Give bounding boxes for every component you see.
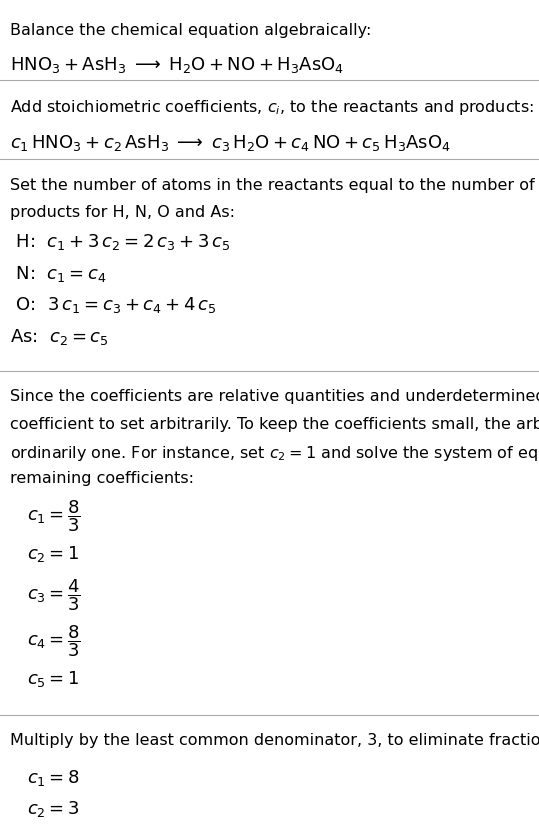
Text: $\mathrm{HNO_3 + AsH_3 \;\longrightarrow\; H_2O + NO + H_3AsO_4}$: $\mathrm{HNO_3 + AsH_3 \;\longrightarrow… [10,55,344,75]
Text: ordinarily one. For instance, set $c_2 = 1$ and solve the system of equations fo: ordinarily one. For instance, set $c_2 =… [10,444,539,463]
Text: $c_1 = \dfrac{8}{3}$: $c_1 = \dfrac{8}{3}$ [27,499,81,535]
Text: $c_2 = 3$: $c_2 = 3$ [27,799,79,819]
Text: $c_2 = 1$: $c_2 = 1$ [27,544,79,564]
Text: $c_5 = 1$: $c_5 = 1$ [27,669,79,689]
Text: $c_1\,\mathrm{HNO_3} + c_2\,\mathrm{AsH_3} \;\longrightarrow\; c_3\,\mathrm{H_2O: $c_1\,\mathrm{HNO_3} + c_2\,\mathrm{AsH_… [10,133,451,153]
Text: Since the coefficients are relative quantities and underdetermined, choose a: Since the coefficients are relative quan… [10,389,539,404]
Text: Multiply by the least common denominator, 3, to eliminate fractional coefficient: Multiply by the least common denominator… [10,733,539,748]
Text: Add stoichiometric coefficients, $c_i$, to the reactants and products:: Add stoichiometric coefficients, $c_i$, … [10,98,534,117]
Text: $c_1 = 8$: $c_1 = 8$ [27,768,80,788]
Text: $c_3 = \dfrac{4}{3}$: $c_3 = \dfrac{4}{3}$ [27,578,81,613]
Text: H:  $c_1 + 3\,c_2 = 2\,c_3 + 3\,c_5$: H: $c_1 + 3\,c_2 = 2\,c_3 + 3\,c_5$ [10,232,230,252]
Text: products for H, N, O and As:: products for H, N, O and As: [10,205,234,220]
Text: $c_4 = \dfrac{8}{3}$: $c_4 = \dfrac{8}{3}$ [27,623,81,659]
Text: Balance the chemical equation algebraically:: Balance the chemical equation algebraica… [10,23,371,38]
Text: Set the number of atoms in the reactants equal to the number of atoms in the: Set the number of atoms in the reactants… [10,178,539,193]
Text: As:  $c_2 = c_5$: As: $c_2 = c_5$ [10,327,108,347]
Text: N:  $c_1 = c_4$: N: $c_1 = c_4$ [10,264,106,284]
Text: coefficient to set arbitrarily. To keep the coefficients small, the arbitrary va: coefficient to set arbitrarily. To keep … [10,417,539,432]
Text: remaining coefficients:: remaining coefficients: [10,471,194,486]
Text: O:  $3\,c_1 = c_3 + c_4 + 4\,c_5$: O: $3\,c_1 = c_3 + c_4 + 4\,c_5$ [10,295,216,315]
